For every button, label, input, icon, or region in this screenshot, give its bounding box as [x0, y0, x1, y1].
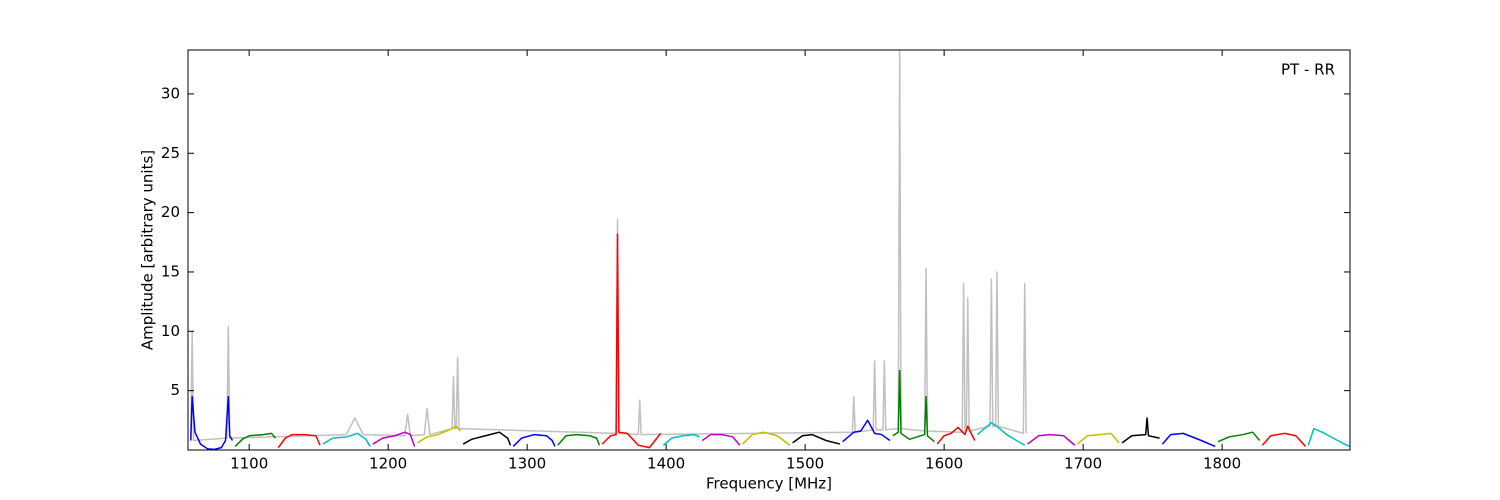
y-tick-label: 15: [161, 262, 180, 280]
annotation: PT - RR: [1281, 61, 1335, 79]
x-tick-label: 1400: [647, 455, 685, 473]
spectrum-line: [1307, 427, 1350, 448]
x-tick-label: 1200: [369, 455, 407, 473]
x-tick-label: 1700: [1064, 455, 1102, 473]
spectrum-line: [372, 431, 416, 447]
plot-area: [190, 50, 1350, 450]
y-axis-label: Amplitude [arbitrary units]: [139, 150, 157, 350]
spectrum-line: [190, 395, 234, 450]
y-tick-label: 5: [170, 381, 180, 399]
spectrum-line: [842, 419, 891, 443]
spectrum-line: [977, 421, 1026, 446]
x-tick-label: 1600: [925, 455, 963, 473]
spectrum-line: [277, 433, 321, 449]
y-tick-label: 30: [161, 84, 180, 102]
x-tick-label: 1500: [786, 455, 824, 473]
spectrum-line: [322, 432, 371, 447]
x-axis-label: Frequency [MHz]: [706, 475, 832, 493]
y-tick-label: 20: [161, 203, 180, 221]
y-tick-label: 25: [161, 144, 180, 162]
spectrum-line: [742, 431, 791, 446]
y-tick-label: 10: [161, 322, 180, 340]
spectrum-line: [557, 433, 601, 446]
spectrum-line: [1161, 432, 1216, 448]
spectrum-line: [892, 369, 935, 443]
spectrum-line: [601, 233, 662, 449]
spectrum-line: [416, 425, 461, 444]
spectrum-line: [190, 50, 1027, 442]
spectrum-line: [701, 433, 741, 446]
spectrum-line: [662, 433, 700, 446]
spectrum-line: [1027, 433, 1076, 446]
spectrum-line: [792, 433, 841, 445]
x-tick-label: 1800: [1203, 455, 1241, 473]
spectrum-line: [1261, 432, 1307, 447]
spectrum-line: [936, 425, 976, 445]
spectrum-line: [462, 431, 512, 446]
x-tick-label: 1300: [508, 455, 546, 473]
plot-frame: [187, 49, 1351, 451]
spectrum-line: [1121, 417, 1160, 444]
x-tick-label: 1100: [230, 455, 268, 473]
spectrum-line: [512, 433, 556, 447]
spectrum-line: [1217, 431, 1261, 443]
spectrum-line: [1077, 432, 1120, 445]
spectrum-line: [234, 432, 277, 447]
